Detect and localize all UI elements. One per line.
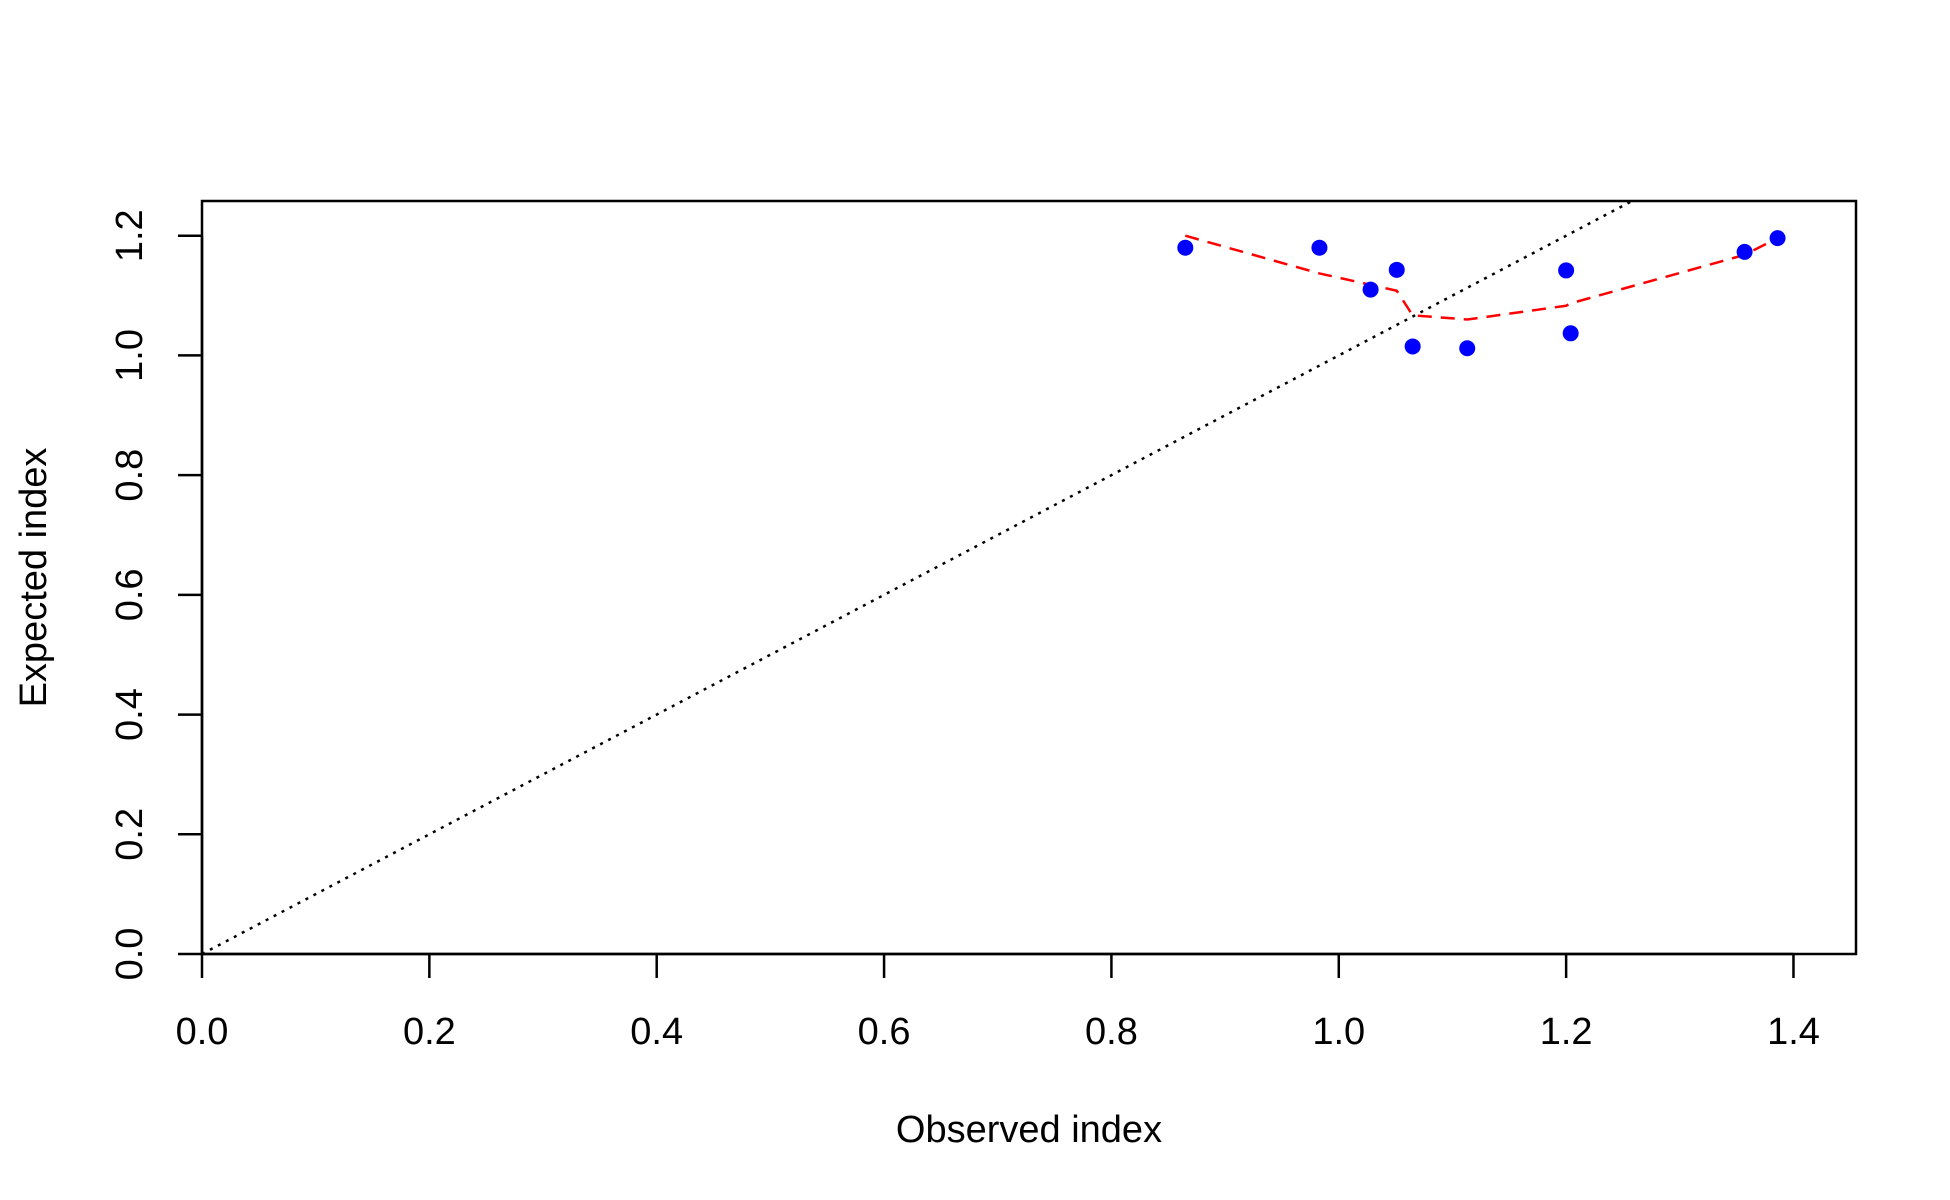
smoothed-trend-line <box>1184 234 1779 321</box>
data-point <box>1558 262 1575 279</box>
x-axis-label: Observed index <box>896 1109 1162 1151</box>
x-axis: 0.0 0.2 0.4 0.6 0.8 1.0 1.2 1.4 <box>176 952 1820 1053</box>
y-axis-label: Expected index <box>13 448 55 708</box>
x-tick-label: 0.0 <box>176 1011 229 1053</box>
data-points-layer <box>1177 230 1786 357</box>
x-tick-label: 1.4 <box>1767 1011 1820 1053</box>
data-point <box>1769 230 1786 247</box>
data-point <box>1562 325 1579 342</box>
x-tick-label: 0.4 <box>630 1011 683 1053</box>
x-tick-label: 0.6 <box>858 1011 911 1053</box>
data-point <box>1362 281 1379 298</box>
x-tick-label: 1.2 <box>1540 1011 1593 1053</box>
y-tick-label: 1.2 <box>109 209 151 262</box>
data-point <box>1311 239 1328 256</box>
y-tick-label: 0.2 <box>109 808 151 861</box>
y-tick-label: 1.0 <box>109 329 151 382</box>
trend-line-layer <box>1184 234 1779 321</box>
y-tick-label: 0.4 <box>109 688 151 741</box>
y-tick-label: 0.0 <box>109 928 151 981</box>
x-tick-label: 0.2 <box>403 1011 456 1053</box>
y-axis: 0.0 0.2 0.4 0.6 0.8 1.0 1.2 <box>109 209 204 981</box>
data-point <box>1388 261 1405 278</box>
data-point <box>1404 338 1421 355</box>
x-tick-label: 1.0 <box>1312 1011 1365 1053</box>
data-point <box>1459 340 1476 357</box>
y-tick-label: 0.8 <box>109 449 151 502</box>
y-tick-label: 0.6 <box>109 568 151 621</box>
data-point <box>1736 243 1753 260</box>
x-tick-label: 0.8 <box>1085 1011 1138 1053</box>
data-point <box>1177 239 1194 256</box>
